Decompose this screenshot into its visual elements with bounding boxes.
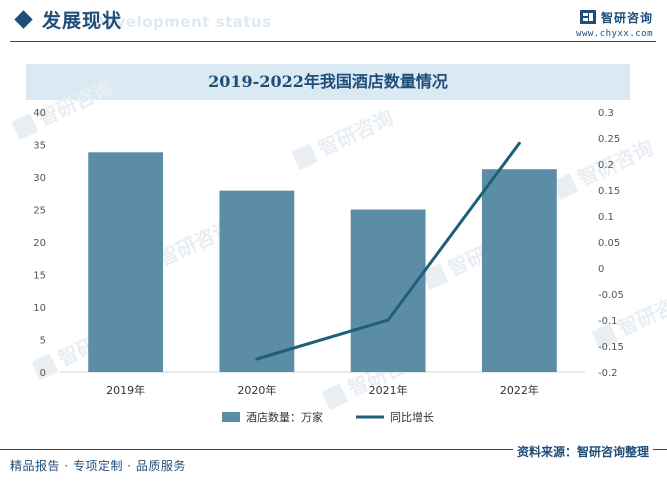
page-header: Development status 发展现状 智研咨询 www.chyxx.c… xyxy=(0,0,667,44)
x-axis-tick-label: 2019年 xyxy=(106,383,145,397)
left-axis-tick-label: 0 xyxy=(40,368,46,379)
right-axis-tick-label: -0.15 xyxy=(598,342,624,353)
growth-point xyxy=(386,318,390,322)
left-axis-tick-label: 40 xyxy=(33,108,46,119)
left-axis-tick-label: 5 xyxy=(40,336,46,347)
header-divider xyxy=(10,41,656,42)
bar xyxy=(219,190,295,372)
right-axis-tick-label: 0.25 xyxy=(598,134,620,145)
zhiyan-logo-icon xyxy=(579,10,596,24)
right-axis-tick-label: 0.3 xyxy=(598,108,614,119)
growth-point xyxy=(517,141,521,145)
right-axis-tick-label: 0.1 xyxy=(598,212,614,223)
right-axis-tick-label: -0.1 xyxy=(598,316,618,327)
left-axis-tick-label: 20 xyxy=(33,238,46,249)
brand-name: 智研咨询 xyxy=(600,10,653,25)
legend-bar-swatch xyxy=(222,412,240,422)
legend-bar-label: 酒店数量：万家 xyxy=(246,410,323,424)
footer-divider xyxy=(0,449,667,450)
bar xyxy=(88,152,164,372)
left-axis-tick-label: 35 xyxy=(33,141,46,152)
right-axis-tick-label: 0.2 xyxy=(598,160,614,171)
right-axis-tick-label: 0.15 xyxy=(598,186,620,197)
section-subtitle: Development status xyxy=(92,13,272,31)
footer-slogan: 精品报告 · 专项定制 · 品质服务 xyxy=(10,459,186,473)
right-axis-tick-label: -0.2 xyxy=(598,368,618,379)
x-axis-tick-label: 2022年 xyxy=(500,383,539,397)
chart-title-band: 2019-2022年我国酒店数量情况 xyxy=(26,64,630,100)
legend-line-label: 同比增长 xyxy=(390,410,434,424)
right-axis-tick-label: 0.05 xyxy=(598,238,620,249)
chart-title: 2019-2022年我国酒店数量情况 xyxy=(208,72,448,91)
section-title: 发展现状 xyxy=(42,10,123,32)
growth-point xyxy=(255,357,259,361)
right-axis-tick-label: -0.05 xyxy=(598,290,624,301)
x-axis-tick-label: 2021年 xyxy=(369,383,408,397)
left-axis-tick-label: 30 xyxy=(33,173,46,184)
source-note: 资料来源：智研咨询整理 xyxy=(512,441,653,462)
brand-url: www.chyxx.com xyxy=(576,29,653,39)
left-axis-tick-label: 10 xyxy=(33,303,46,314)
right-axis-tick-label: 0 xyxy=(598,264,604,275)
bar xyxy=(481,169,557,372)
brand: 智研咨询 www.chyxx.com xyxy=(576,8,653,39)
left-axis-tick-label: 25 xyxy=(33,206,46,217)
bar xyxy=(350,209,426,372)
left-axis-tick-label: 15 xyxy=(33,271,46,282)
x-axis-tick-label: 2020年 xyxy=(237,383,276,397)
